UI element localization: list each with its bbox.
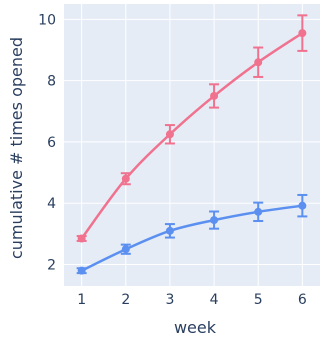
series-layer — [76, 14, 308, 275]
y-tick-label: 2 — [47, 258, 56, 274]
data-point — [210, 216, 219, 225]
y-tick-label: 6 — [47, 135, 56, 151]
y-tick-label: 8 — [47, 74, 56, 90]
plot-background — [64, 4, 320, 286]
data-point — [298, 201, 307, 210]
data-point — [165, 226, 174, 235]
data-point — [254, 207, 263, 216]
x-axis-label: week — [174, 318, 217, 337]
data-point — [77, 234, 86, 243]
data-point — [165, 130, 174, 139]
y-tick-label: 10 — [38, 12, 56, 28]
series-2 — [76, 193, 308, 275]
x-tick-label: 6 — [298, 292, 307, 308]
data-point — [121, 245, 130, 254]
x-tick-label: 5 — [254, 292, 263, 308]
x-tick-label: 3 — [165, 292, 174, 308]
x-tick-label: 1 — [77, 292, 86, 308]
x-tick-label: 2 — [121, 292, 130, 308]
x-tick-labels: 1 2 3 4 5 6 — [77, 292, 307, 308]
data-point — [254, 58, 263, 67]
x-tick-label: 4 — [210, 292, 219, 308]
data-point — [77, 266, 86, 275]
data-point — [121, 174, 130, 183]
y-tick-labels: 2 4 6 8 10 — [38, 12, 56, 273]
data-point — [210, 91, 219, 100]
data-point — [298, 29, 307, 38]
y-axis-label: cumulative # times opened — [7, 37, 26, 259]
y-tick-label: 4 — [47, 196, 56, 212]
series-1 — [76, 14, 308, 243]
